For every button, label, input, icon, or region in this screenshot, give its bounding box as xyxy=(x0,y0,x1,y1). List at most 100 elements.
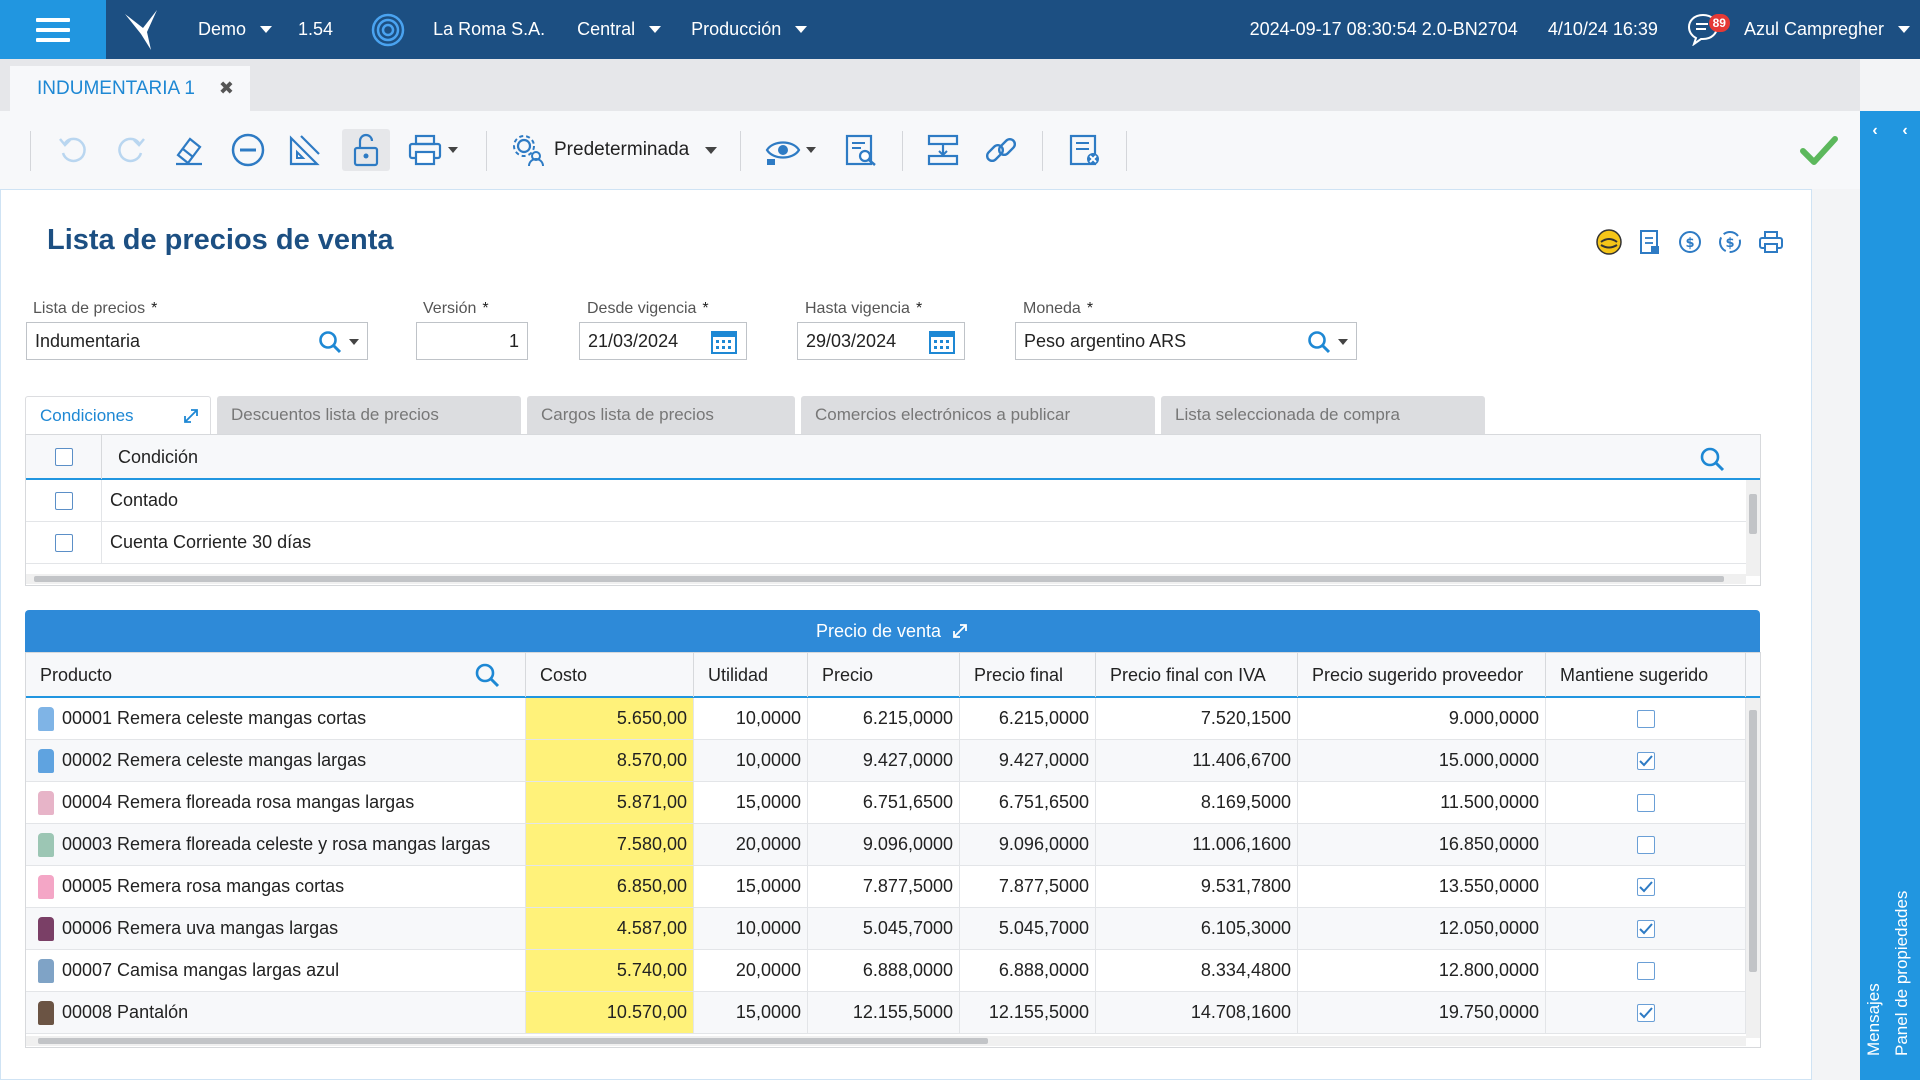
product-column-header[interactable]: Producto xyxy=(26,653,526,697)
conditions-horizontal-scrollbar[interactable] xyxy=(26,574,1746,584)
suggested-price-cell[interactable]: 13.550,0000 xyxy=(1298,866,1546,907)
cost-cell[interactable]: 7.580,00 xyxy=(526,824,694,865)
chevron-left-icon[interactable]: ‹ xyxy=(1902,122,1908,139)
keeps-suggested-cell[interactable] xyxy=(1546,824,1746,865)
keeps-suggested-checkbox[interactable] xyxy=(1636,1003,1655,1022)
cost-cell[interactable]: 5.650,00 xyxy=(526,698,694,739)
confirm-button[interactable] xyxy=(1798,129,1840,171)
remove-button[interactable] xyxy=(227,129,269,171)
app-logo[interactable] xyxy=(106,0,176,59)
final-price-iva-cell[interactable]: 8.169,5000 xyxy=(1096,782,1298,823)
chevron-down-icon[interactable] xyxy=(349,339,359,345)
price-cell[interactable]: 6.751,6500 xyxy=(808,782,960,823)
final-price-cell[interactable]: 6.751,6500 xyxy=(960,782,1096,823)
cost-cell[interactable]: 10.570,00 xyxy=(526,992,694,1033)
search-icon[interactable] xyxy=(473,661,501,689)
price-cell[interactable]: 7.877,5000 xyxy=(808,866,960,907)
condition-row[interactable]: Contado xyxy=(26,480,1746,522)
scroll-thumb[interactable] xyxy=(1749,494,1757,534)
messages-panel-tab[interactable]: Mensajes xyxy=(1864,983,1883,1056)
eraser-button[interactable] xyxy=(168,129,210,171)
environment-selector[interactable]: Producción xyxy=(691,19,808,40)
properties-panel-tab[interactable]: Panel de propiedades xyxy=(1892,890,1911,1056)
currency-sync-icon[interactable]: $ xyxy=(1717,228,1743,256)
margin-cell[interactable]: 20,0000 xyxy=(694,950,808,991)
redo-button[interactable] xyxy=(110,129,152,171)
keeps-suggested-checkbox[interactable] xyxy=(1636,877,1655,896)
final-price-iva-cell[interactable]: 9.531,7800 xyxy=(1096,866,1298,907)
print-dropdown-button[interactable] xyxy=(404,129,460,171)
price-cell[interactable]: 6.888,0000 xyxy=(808,950,960,991)
price-column-header[interactable]: Precio xyxy=(808,653,960,697)
tab-condiciones[interactable]: Condiciones xyxy=(25,396,211,434)
margin-cell[interactable]: 10,0000 xyxy=(694,698,808,739)
to-date-input[interactable]: 29/03/2024 xyxy=(797,322,965,360)
chevron-down-icon[interactable] xyxy=(1338,339,1348,345)
link-button[interactable] xyxy=(980,129,1022,171)
keeps-suggested-cell[interactable] xyxy=(1546,908,1746,949)
final-price-column-header[interactable]: Precio final xyxy=(960,653,1096,697)
margin-cell[interactable]: 15,0000 xyxy=(694,782,808,823)
keeps-suggested-checkbox[interactable] xyxy=(1636,919,1655,938)
company-short-selector[interactable]: Demo xyxy=(198,19,273,40)
final-price-iva-cell[interactable]: 11.406,6700 xyxy=(1096,740,1298,781)
expand-icon[interactable] xyxy=(182,407,200,425)
user-menu[interactable]: Azul Campregher xyxy=(1744,19,1910,40)
final-price-cell[interactable]: 6.215,0000 xyxy=(960,698,1096,739)
margin-cell[interactable]: 15,0000 xyxy=(694,866,808,907)
search-document-button[interactable] xyxy=(840,129,882,171)
final-price-cell[interactable]: 12.155,5000 xyxy=(960,992,1096,1033)
margin-cell[interactable]: 10,0000 xyxy=(694,740,808,781)
expand-icon[interactable] xyxy=(951,622,969,640)
keeps-suggested-checkbox[interactable] xyxy=(1636,793,1655,812)
final-price-iva-cell[interactable]: 11.006,1600 xyxy=(1096,824,1298,865)
printer-icon[interactable] xyxy=(1757,228,1785,256)
keeps-suggested-cell[interactable] xyxy=(1546,866,1746,907)
keeps-suggested-checkbox[interactable] xyxy=(1636,751,1655,770)
suggested-price-column-header[interactable]: Precio sugerido proveedor xyxy=(1298,653,1546,697)
final-price-iva-cell[interactable]: 14.708,1600 xyxy=(1096,992,1298,1033)
version-input[interactable]: 1 xyxy=(416,322,528,360)
price-row[interactable]: 00007 Camisa mangas largas azul 5.740,00 2… xyxy=(26,950,1746,992)
cost-cell[interactable]: 5.740,00 xyxy=(526,950,694,991)
currency-input[interactable]: Peso argentino ARS xyxy=(1015,322,1357,360)
chevron-left-icon[interactable]: ‹ xyxy=(1872,122,1878,139)
scroll-thumb[interactable] xyxy=(38,1038,988,1044)
branch-selector[interactable]: Central xyxy=(577,19,662,40)
search-icon[interactable] xyxy=(317,329,343,355)
currency-refresh-icon[interactable]: $ xyxy=(1677,228,1703,256)
clear-list-button[interactable] xyxy=(1064,129,1106,171)
handshake-icon[interactable] xyxy=(1595,228,1623,256)
scroll-thumb[interactable] xyxy=(34,576,1724,582)
suggested-price-cell[interactable]: 19.750,0000 xyxy=(1298,992,1546,1033)
price-vertical-scrollbar[interactable] xyxy=(1746,698,1760,1038)
margin-cell[interactable]: 20,0000 xyxy=(694,824,808,865)
keeps-suggested-checkbox[interactable] xyxy=(1636,961,1655,980)
undo-button[interactable] xyxy=(52,129,94,171)
price-row[interactable]: 00005 Remera rosa mangas cortas 6.850,00 1… xyxy=(26,866,1746,908)
final-price-cell[interactable]: 9.427,0000 xyxy=(960,740,1096,781)
keeps-suggested-cell[interactable] xyxy=(1546,698,1746,739)
row-checkbox[interactable] xyxy=(54,491,73,510)
keeps-suggested-column-header[interactable]: Mantiene sugerido xyxy=(1546,653,1746,697)
final-price-iva-column-header[interactable]: Precio final con IVA xyxy=(1096,653,1298,697)
company-selector[interactable]: La Roma S.A. xyxy=(371,13,545,47)
suggested-price-cell[interactable]: 11.500,0000 xyxy=(1298,782,1546,823)
document-tab[interactable]: INDUMENTARIA 1 ✖ xyxy=(10,66,250,111)
search-icon[interactable] xyxy=(1306,329,1332,355)
margin-cell[interactable]: 10,0000 xyxy=(694,908,808,949)
notifications-button[interactable]: 89 xyxy=(1686,12,1730,48)
search-icon[interactable] xyxy=(1698,445,1726,473)
price-row[interactable]: 00003 Remera floreada celeste y rosa man… xyxy=(26,824,1746,866)
final-price-cell[interactable]: 7.877,5000 xyxy=(960,866,1096,907)
margin-column-header[interactable]: Utilidad xyxy=(694,653,808,697)
final-price-cell[interactable]: 9.096,0000 xyxy=(960,824,1096,865)
price-row[interactable]: 00008 Pantalón 10.570,00 15,0000 12.155,500… xyxy=(26,992,1746,1034)
keeps-suggested-cell[interactable] xyxy=(1546,740,1746,781)
calendar-icon[interactable] xyxy=(710,329,738,355)
price-cell[interactable]: 6.215,0000 xyxy=(808,698,960,739)
final-price-iva-cell[interactable]: 6.105,3000 xyxy=(1096,908,1298,949)
keeps-suggested-cell[interactable] xyxy=(1546,992,1746,1033)
margin-cell[interactable]: 15,0000 xyxy=(694,992,808,1033)
price-horizontal-scrollbar[interactable] xyxy=(26,1036,1746,1046)
